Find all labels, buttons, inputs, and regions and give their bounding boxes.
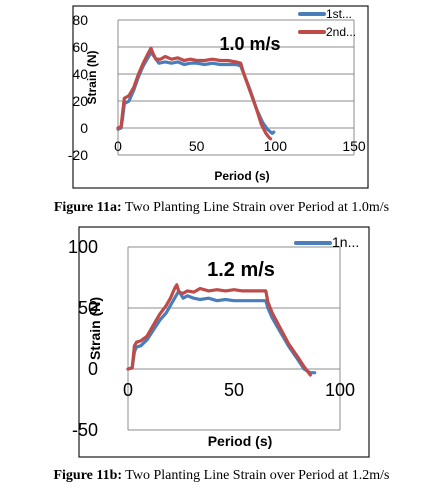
x-tick-label: 0: [123, 380, 133, 400]
series-line: [126, 283, 312, 377]
y-tick-label: 80: [72, 12, 88, 28]
caption-text: Two Planting Line Strain over Period at …: [122, 468, 390, 483]
caption-text: Two Planting Line Strain over Period at …: [121, 200, 390, 215]
x-tick-label: 0: [114, 138, 122, 154]
series-line: [126, 289, 317, 375]
x-axis-label: Period (s): [208, 433, 273, 449]
y-tick-label: 0: [80, 120, 88, 136]
y-tick-label: 60: [72, 39, 88, 55]
legend-label: 2nd...: [326, 25, 356, 39]
y-tick-label: -20: [68, 147, 88, 163]
chart-b: -50 0 50 100 0 50 100 1.2 m/s Period (s) Strain (…: [68, 226, 370, 458]
y-tick-label: 100: [68, 237, 98, 257]
speed-annotation: 1.0 m/s: [219, 34, 280, 54]
figure-11a-caption: Figure 11a: Two Planting Line Strain ove…: [0, 200, 443, 216]
speed-annotation: 1.2 m/s: [207, 259, 275, 281]
x-tick-label: 100: [325, 380, 355, 400]
y-axis-label: Strain (N): [87, 297, 103, 360]
y-tick-label: 50: [78, 298, 98, 318]
x-tick-label: 100: [264, 138, 288, 154]
x-axis-label: Period (s): [214, 169, 269, 183]
caption-label: Figure 11b:: [53, 468, 123, 483]
series-line: [116, 46, 273, 141]
y-tick-label: 0: [88, 359, 98, 379]
x-tick-label: 150: [342, 138, 366, 154]
legend-label: 1st...: [326, 7, 352, 21]
y-tick-label: 40: [72, 66, 88, 82]
figure-11b-caption: Figure 11b: Two Planting Line Strain ove…: [0, 468, 443, 484]
y-tick-label: -50: [72, 420, 98, 440]
y-axis-label: Strain (N): [85, 50, 99, 104]
chart-a: -20 0 20 40 60 80 0 50 100 150 1.0 m/s Period (s) St…: [68, 5, 369, 189]
chart-frame: [72, 5, 369, 189]
x-tick-label: 50: [189, 138, 205, 154]
x-tick-label: 50: [224, 380, 244, 400]
chart-frame: [78, 226, 370, 458]
caption-label: Figure 11a:: [53, 200, 122, 215]
y-tick-label: 20: [72, 93, 88, 109]
legend-label: 1n...: [332, 234, 359, 250]
